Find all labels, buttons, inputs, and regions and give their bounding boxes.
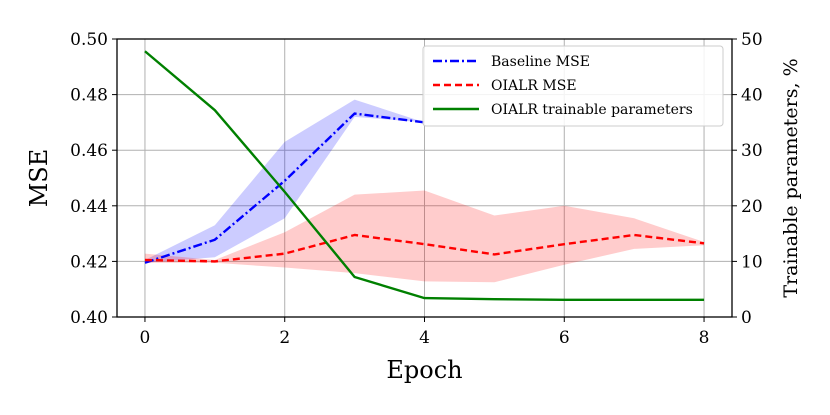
y-tick-label: 0.48 (70, 86, 108, 106)
y2-tick-label: 0 (741, 308, 752, 328)
x-tick-label: 2 (279, 328, 290, 348)
band-baseline-mse (144, 99, 425, 263)
line-baseline-mse (144, 112, 425, 264)
y-axis-ticks: 0.40 0.42 0.44 0.46 0.48 0.50 (70, 30, 117, 328)
y2-tick-label: 10 (741, 252, 763, 272)
y2-tick-label: 40 (741, 86, 763, 106)
line-oialr-trainable-parameters (144, 50, 705, 301)
y-tick-label: 0.40 (70, 308, 108, 328)
y-tick-label: 0.50 (70, 30, 108, 50)
y2-tick-label: 30 (741, 141, 763, 161)
y2-tick-label: 20 (741, 197, 763, 217)
confidence-bands (144, 99, 705, 283)
legend-label: OIALR MSE (491, 78, 577, 94)
x-tick-label: 4 (419, 328, 430, 348)
legend: Baseline MSE OIALR MSE OIALR trainable par… (422, 45, 724, 127)
line-oialr-mse (144, 233, 705, 263)
x-tick-label: 0 (140, 328, 151, 348)
y2-axis-ticks: 0 10 20 30 40 50 (732, 30, 763, 328)
x-axis-title: Epoch (386, 356, 462, 384)
series-lines (144, 50, 705, 301)
y2-tick-label: 50 (741, 30, 763, 50)
x-tick-label: 8 (699, 328, 710, 348)
legend-box (422, 45, 724, 127)
band-oialr-mse (144, 190, 705, 283)
y-axis-title: MSE (25, 149, 53, 208)
legend-label: Baseline MSE (491, 54, 590, 70)
x-axis-ticks: 0 2 4 6 8 (140, 317, 710, 348)
x-tick-label: 6 (559, 328, 570, 348)
y2-axis-title: Trainable parameters, % (780, 58, 802, 297)
y-tick-label: 0.46 (70, 141, 108, 161)
legend-label: OIALR trainable parameters (491, 102, 693, 118)
y-tick-label: 0.42 (70, 252, 108, 272)
y-tick-label: 0.44 (70, 197, 108, 217)
